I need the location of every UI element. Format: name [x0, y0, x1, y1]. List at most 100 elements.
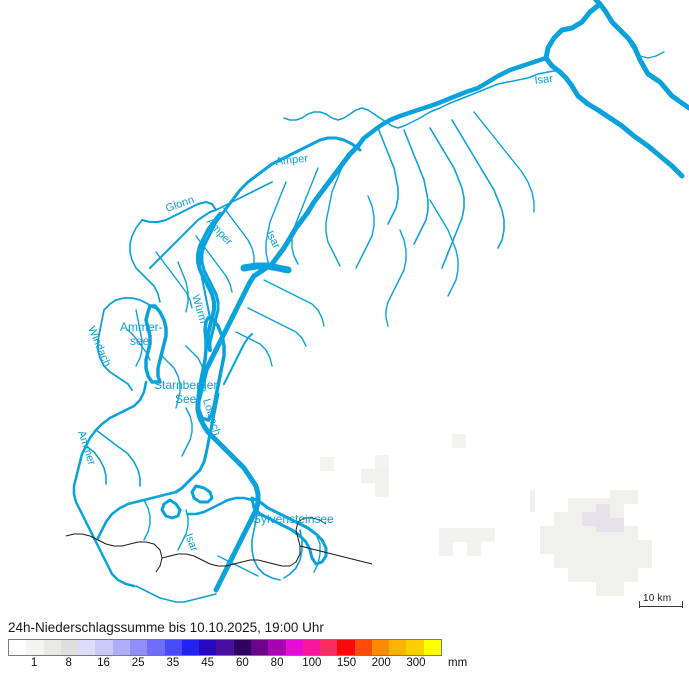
river-loisach-2 — [96, 490, 178, 540]
lake-ammersee — [144, 304, 168, 384]
river-trib-n3 — [429, 127, 465, 269]
river-trib-n5 — [473, 111, 535, 213]
river-network — [72, 0, 689, 603]
map-label-ammersee-2: see — [130, 334, 150, 348]
color-scale-segment — [389, 640, 407, 655]
color-scale-segment — [268, 640, 286, 655]
color-scale-tick-labels: mm 1 8 16 25 35 45 60 80 100 150 200 300 — [8, 657, 467, 673]
precip-cell — [530, 490, 535, 512]
map-label-amper: Amper — [275, 153, 309, 168]
river-ammer-trib — [95, 429, 141, 487]
color-scale-tick: 25 — [131, 657, 145, 669]
precip-cell — [375, 455, 389, 469]
precip-cell — [554, 554, 652, 568]
color-scale-tick: 150 — [336, 657, 357, 669]
map-label-isar: Isar — [534, 73, 554, 87]
scale-bar-tick-left — [639, 601, 640, 608]
color-scale-tick: 80 — [270, 657, 284, 669]
map-label-sylvensteinsee: Sylvensteinsee — [253, 512, 334, 526]
river-trib-w8 — [181, 407, 193, 457]
lake-starnberger-see — [196, 316, 226, 422]
river-isar-upper — [355, 55, 549, 149]
precip-cell — [361, 469, 389, 483]
river-trib-w5 — [177, 261, 189, 313]
legend-title: 24h-Niederschlagssumme bis 10.10.2025, 1… — [8, 620, 324, 635]
color-scale-segment — [147, 640, 165, 655]
color-scale-segment — [112, 640, 130, 655]
river-ammer — [74, 380, 148, 480]
color-scale-segment — [43, 640, 61, 655]
precip-cell — [467, 542, 481, 556]
river-amper-upper — [196, 212, 222, 352]
map-label-glonn: Glonn — [164, 194, 196, 215]
map-canvas[interactable]: Isar Amper Glonn Amper Isar Würm Windach Ammer-… — [0, 0, 689, 612]
river-trib-w4 — [155, 251, 193, 309]
map-label-windach: Windach — [85, 324, 113, 368]
precip-cell — [467, 528, 481, 542]
color-scale-tick: 60 — [235, 657, 249, 669]
river-loisach-upper — [223, 333, 253, 385]
scale-bar: 10 km — [637, 593, 685, 612]
river-trib-w2 — [195, 235, 233, 293]
scale-bar-line — [639, 606, 683, 607]
river-s5 — [217, 555, 259, 577]
map-label-ammersee: Ammer- — [120, 320, 163, 334]
color-scale-bar — [8, 639, 442, 656]
river-s6 — [135, 585, 217, 603]
color-scale-segment — [199, 640, 217, 655]
precip-cell — [596, 504, 610, 532]
river-trib-n10 — [385, 229, 407, 327]
precip-cell — [439, 542, 453, 556]
river-ammer-trib2 — [85, 445, 107, 485]
color-scale-segment — [9, 640, 27, 655]
precip-cell — [610, 518, 624, 532]
river-trib-n11 — [429, 199, 459, 297]
color-scale-segment — [181, 640, 200, 655]
precip-cell — [452, 434, 466, 448]
precip-cell — [638, 540, 652, 554]
precip-cell — [610, 490, 638, 504]
lake-walchensee — [190, 484, 214, 504]
map-label-ammer: Ammer — [75, 429, 97, 467]
river-windach-trib — [127, 329, 151, 361]
river-isar-main — [593, 0, 689, 111]
color-scale-tick: 45 — [201, 657, 215, 669]
map-label-starnberger-see-2: See — [175, 392, 197, 406]
color-scale-segment — [233, 640, 251, 655]
river-trib-w1 — [223, 207, 255, 265]
river-trib-n9 — [355, 195, 375, 269]
color-scale-tick: 16 — [97, 657, 110, 669]
precip-cell — [540, 540, 652, 554]
national-border — [65, 517, 373, 573]
river-wuerm — [199, 239, 211, 319]
precip-cell — [375, 483, 389, 497]
river-ammer-2 — [72, 476, 136, 588]
river-trib-n6 — [325, 151, 351, 267]
scale-bar-tick-right — [682, 601, 683, 608]
river-glonn-2 — [215, 181, 273, 211]
river-windach-2 — [103, 297, 155, 311]
lake-kochelsee — [160, 498, 182, 520]
color-scale-tick: 8 — [65, 657, 72, 669]
color-scale-segment — [129, 640, 148, 655]
color-scale-segment — [285, 640, 303, 655]
color-scale-segment — [164, 640, 182, 655]
color-scale-segment — [60, 640, 79, 655]
color-scale-tick: 35 — [166, 657, 180, 669]
color-scale-segment — [78, 640, 96, 655]
map-label-isar-3: Isar — [182, 532, 200, 554]
precip-cell — [596, 582, 624, 596]
river-trib-n2 — [403, 129, 429, 245]
river-s7 — [186, 496, 254, 516]
river-isar-floodplain — [240, 262, 292, 274]
river-s1 — [143, 499, 151, 541]
map-label-starnberger-see: Starnberger — [154, 378, 217, 392]
color-scale-segment — [423, 640, 442, 655]
lake-sylvensteinsee — [250, 496, 328, 566]
river-trib-n8 — [265, 181, 287, 271]
scale-bar-label: 10 km — [643, 593, 672, 604]
precip-cell — [582, 512, 596, 526]
river-trib-w7 — [161, 355, 181, 409]
